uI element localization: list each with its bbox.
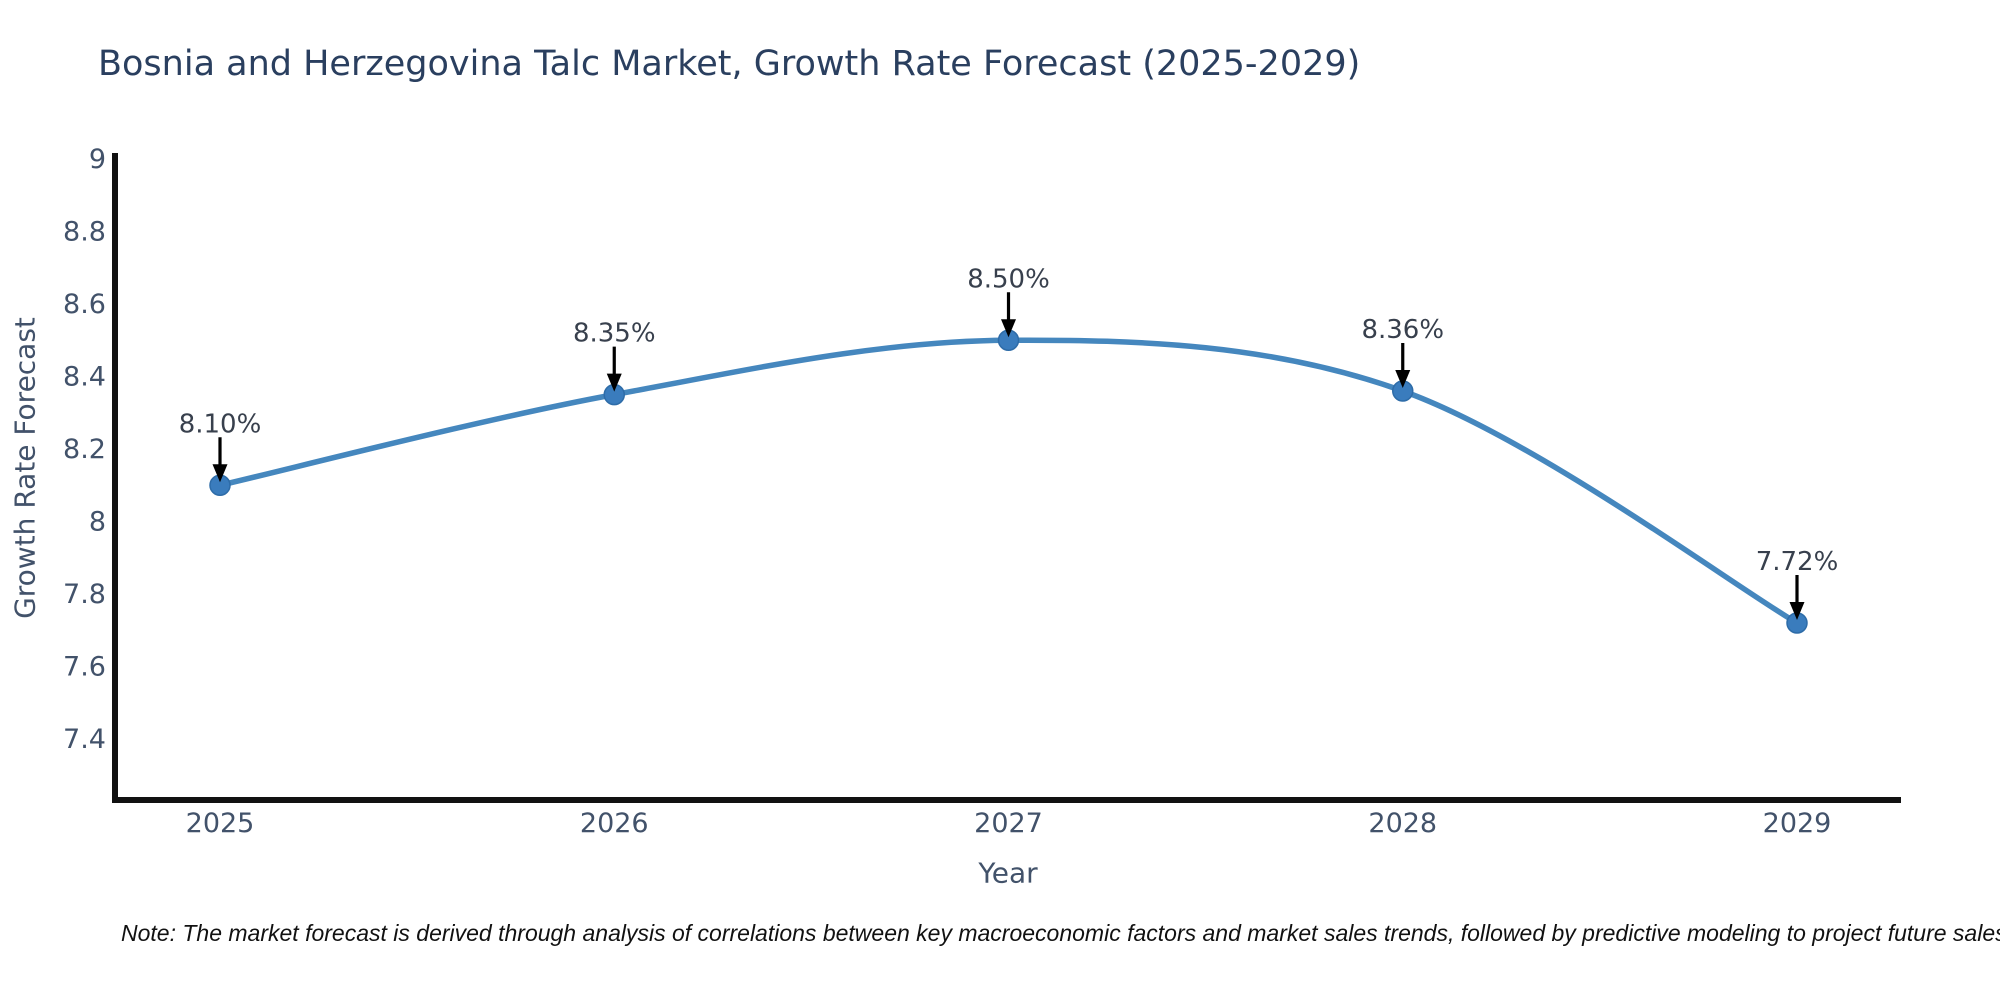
annotation-label-2029: 7.72% — [1756, 547, 1839, 577]
annotation-label-2028: 8.36% — [1361, 315, 1444, 345]
y-tick-label-8.8: 8.8 — [63, 217, 106, 248]
annotation-arrow-head-2029 — [1789, 602, 1805, 620]
y-tick-label-7.6: 7.6 — [63, 652, 106, 683]
y-tick-label-7.4: 7.4 — [63, 724, 106, 755]
annotation-label-2026: 8.35% — [573, 319, 656, 349]
y-tick-label-9: 9 — [89, 144, 106, 175]
y-tick-label-8.6: 8.6 — [63, 289, 106, 320]
annotation-arrow-head-2026 — [606, 373, 622, 392]
footnote: Note: The market forecast is derived thr… — [121, 920, 2000, 946]
annotation-label-2027: 8.50% — [967, 264, 1050, 294]
annotation-arrow-head-2025 — [212, 464, 228, 483]
x-tick-label-2025: 2025 — [186, 808, 255, 839]
annotation-arrow-head-2028 — [1395, 370, 1411, 388]
x-tick-label-2027: 2027 — [974, 808, 1043, 839]
y-tick-label-8: 8 — [89, 507, 106, 538]
y-tick-label-8.2: 8.2 — [63, 434, 106, 465]
x-axis-title: Year — [978, 856, 1038, 890]
y-axis-title: Growth Rate Forecast — [8, 317, 42, 619]
annotation-label-2025: 8.10% — [179, 409, 262, 439]
x-tick-label-2026: 2026 — [580, 808, 649, 839]
x-tick-label-2029: 2029 — [1763, 808, 1832, 839]
chart-title: Bosnia and Herzegovina Talc Market, Grow… — [98, 44, 1361, 84]
y-tick-label-8.4: 8.4 — [63, 362, 106, 393]
x-tick-label-2028: 2028 — [1368, 808, 1437, 839]
series-line — [217, 337, 1800, 626]
y-tick-label-7.8: 7.8 — [63, 579, 106, 610]
annotation-arrow-head-2027 — [1001, 319, 1016, 338]
